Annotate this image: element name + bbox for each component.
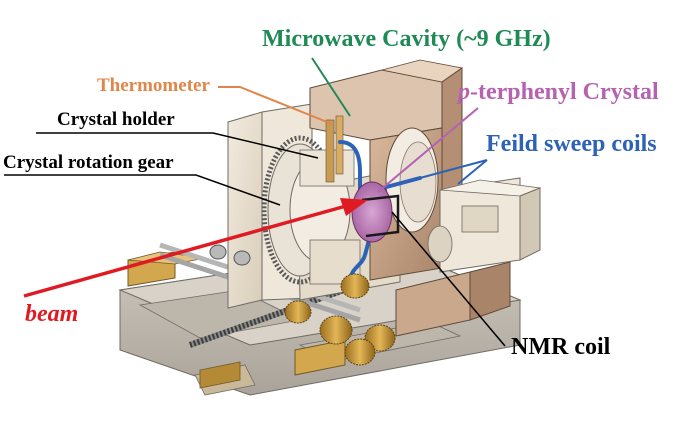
leader-coil-1 — [404, 159, 488, 183]
leader-rotation-gear — [4, 174, 281, 206]
beam-arrow — [23, 198, 368, 298]
drive-gears — [209, 244, 396, 366]
label-crystal-suffix: -terphenyl Crystal — [470, 79, 659, 105]
thermometer-rods — [325, 115, 344, 183]
label-field-sweep-coils: Feild sweep coils — [486, 131, 657, 157]
label-nmr-coil: NMR coil — [511, 334, 611, 360]
label-crystal-holder: Crystal holder — [57, 109, 175, 130]
right-bracket — [427, 177, 542, 273]
leader-lines — [4, 57, 506, 347]
leader-thermometer — [218, 86, 333, 125]
leader-crystal — [377, 107, 479, 193]
leader-coil-2 — [457, 159, 488, 185]
label-microwave-cavity: Microwave Cavity (~9 GHz) — [262, 26, 551, 52]
label-crystal-rotation-gear: Crystal rotation gear — [3, 152, 174, 173]
leader-crystal-holder — [36, 132, 319, 159]
leader-microwave-cavity — [311, 57, 351, 117]
leader-nmr-coil — [391, 211, 506, 347]
label-crystal-prefix: p — [458, 79, 470, 105]
label-thermometer: Thermometer — [97, 75, 210, 96]
nmr-coil-loop — [361, 194, 400, 238]
label-beam: beam — [25, 301, 79, 327]
label-terphenyl-crystal: p-terphenyl Crystal — [458, 80, 659, 104]
